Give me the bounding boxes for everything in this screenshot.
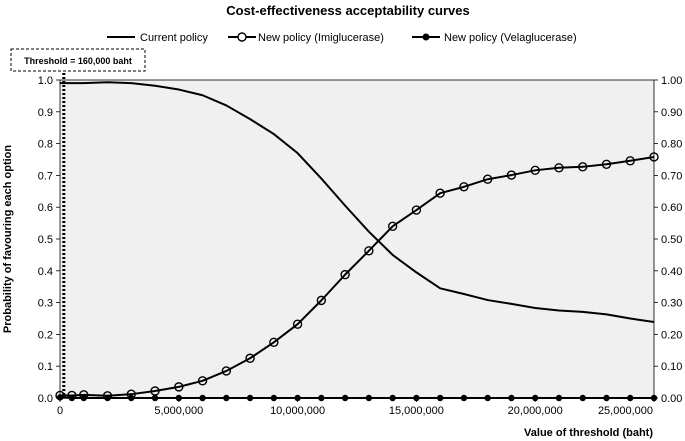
y-tick-label-right-6: 0.60 [661, 202, 682, 214]
plot-area [59, 79, 655, 399]
series-1-point-24 [601, 159, 612, 169]
series-2-point-14 [365, 394, 373, 402]
series-1-point-13 [340, 269, 350, 280]
series-2-point-12 [318, 394, 325, 402]
series-2-point-15 [389, 394, 396, 402]
series-2-point-2 [80, 394, 87, 402]
series-2-point-3 [104, 394, 111, 402]
y-axis-right: 0.00 0.10 0.20 0.30 0.40 0.50 0.60 0.70 0.80 0.90… [654, 75, 682, 405]
series-layer [55, 81, 659, 402]
y-tick-label-right-2: 0.20 [661, 329, 682, 341]
y-tick-label-right-7: 0.70 [661, 170, 682, 182]
series-1-point-6 [174, 382, 184, 392]
x-tick-label-4: 20,000,000 [508, 405, 563, 417]
series-2 [56, 394, 658, 402]
legend-label-velaglucerase: New policy (Velaglucerase) [444, 32, 577, 44]
series-2-point-11 [294, 394, 301, 402]
series-2-point-9 [246, 394, 254, 402]
series-line-2 [59, 396, 654, 399]
series-2-point-0 [56, 394, 64, 401]
x-axis-label: Value of threshold (baht) [524, 427, 653, 439]
y-tick-label-right-5: 0.50 [661, 234, 682, 246]
series-1-point-17 [435, 188, 445, 198]
series-line-0 [60, 81, 655, 323]
legend-label-imiglucerase: New policy (Imiglucerase) [258, 32, 384, 44]
series-2-point-13 [341, 394, 349, 402]
series-1-point-26 [649, 152, 659, 162]
y-tick-label-left-3: 0.3 [38, 298, 53, 310]
y-tick-label-left-5: 0.5 [38, 234, 53, 246]
y-tick-label-right-1: 0.10 [661, 361, 682, 373]
series-1-point-9 [245, 353, 255, 363]
series-2-point-18 [460, 394, 468, 402]
series-1-point-23 [578, 162, 588, 172]
y-tick-label-left-10: 1.0 [38, 75, 53, 87]
series-2-point-22 [555, 394, 563, 402]
series-2-point-5 [151, 394, 159, 402]
y-tick-label-right-3: 0.30 [661, 298, 682, 310]
series-2-point-17 [436, 394, 444, 402]
series-2-point-26 [650, 394, 658, 402]
series-1-point-22 [554, 163, 564, 173]
chart-title: Cost-effectiveness acceptability curves [226, 3, 470, 18]
y-tick-label-right-9: 0.90 [661, 107, 682, 119]
y-tick-label-right-4: 0.40 [661, 266, 682, 278]
series-2-point-6 [175, 394, 182, 402]
series-2-point-4 [128, 394, 135, 402]
y-tick-label-right-0: 0.00 [661, 393, 682, 405]
y-tick-label-left-7: 0.7 [38, 170, 53, 182]
series-1-point-10 [269, 337, 279, 348]
x-tick-label-1: 5,000,000 [154, 405, 203, 417]
series-1-point-12 [316, 295, 327, 306]
series-2-point-23 [579, 394, 586, 402]
y-tick-label-left-8: 0.8 [38, 139, 53, 151]
y-tick-label-left-2: 0.2 [38, 329, 53, 341]
y-tick-label-left-9: 0.9 [38, 107, 53, 119]
legend: Current policy New policy (Imiglucerase)… [107, 32, 577, 44]
series-1-point-18 [459, 182, 469, 192]
y-tick-label-left-6: 0.6 [38, 202, 53, 214]
threshold-annotation-box [10, 48, 146, 72]
legend-label-current-policy: Current policy [140, 32, 208, 44]
y-tick-label-left-0: 0.0 [38, 393, 53, 405]
series-1-point-7 [197, 376, 208, 386]
y-tick-label-left-1: 0.1 [38, 361, 53, 373]
x-tick-label-3: 15,000,000 [389, 405, 444, 417]
series-1-point-16 [411, 205, 422, 215]
series-0 [60, 81, 655, 323]
series-2-point-16 [413, 394, 420, 402]
series-2-point-1 [68, 394, 76, 402]
legend-marker-imiglucerase [237, 32, 247, 42]
series-1-point-8 [221, 366, 232, 376]
series-2-point-20 [508, 394, 515, 402]
y-tick-label-right-10: 1.00 [661, 75, 682, 87]
series-1-point-15 [387, 221, 398, 231]
y-axis-left: 0.0 0.1 0.2 0.3 0.4 0.5 0.6 0.7 0.8 0.9 1.0 [38, 75, 60, 405]
series-1-point-21 [530, 165, 540, 176]
series-2-point-8 [223, 394, 230, 402]
series-2-point-25 [627, 394, 634, 402]
x-tick-label-0: 0 [57, 405, 63, 417]
series-1 [55, 152, 659, 401]
x-tick-label-2: 10,000,000 [270, 405, 325, 417]
threshold-annotation: Threshold = 160,000 baht [24, 56, 132, 66]
y-tick-label-left-4: 0.4 [38, 266, 53, 278]
legend-marker-velaglucerase [422, 33, 430, 41]
series-1-point-11 [292, 319, 303, 329]
series-1-point-19 [482, 174, 493, 184]
series-line-1 [60, 155, 655, 397]
series-2-point-7 [199, 394, 206, 402]
series-2-point-19 [484, 394, 491, 402]
series-2-point-21 [532, 394, 539, 402]
series-2-point-24 [603, 394, 610, 402]
y-axis-label: Probability of favouring each option [2, 145, 14, 334]
series-1-point-20 [506, 170, 517, 180]
series-1-point-25 [625, 156, 635, 166]
y-tick-label-right-8: 0.80 [661, 139, 682, 151]
series-2-point-10 [270, 394, 278, 402]
x-tick-label-5: 25,000,000 [598, 405, 653, 417]
x-axis: 0 5,000,000 10,000,000 15,000,000 20,000,000… [57, 398, 655, 417]
series-1-point-14 [364, 246, 374, 256]
